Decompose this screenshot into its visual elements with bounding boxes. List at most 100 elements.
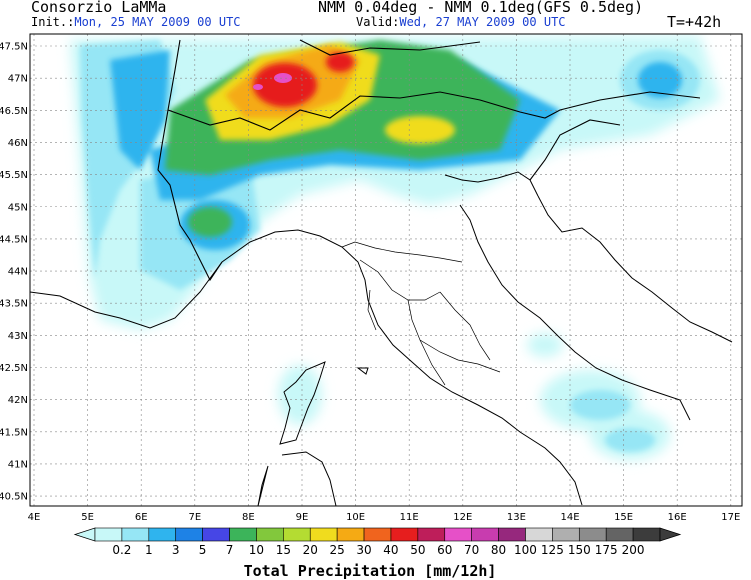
border-italy-switzerland-austria [167,91,701,131]
coast-france-liguria [30,229,583,506]
border-germany-austria [299,39,481,56]
init-time: Init.:Mon, 25 MAY 2009 00 UTC [31,15,241,29]
colorbar-swatch [363,527,392,542]
colorbar-level-label: 100 [514,543,537,557]
coast-corsica [279,361,326,445]
longitude-labels: 4E 5E 6E 7E 8E 9E 10E 11E 12E 13E 14E 15E 16E 17E [28,512,741,523]
colorbar-title: Total Precipitation [mm/12h] [244,562,497,580]
lat-label: 44N [8,267,28,278]
latitude-labels: 47.5N 47N 46.5N 46N 45.5N 45N 44.5N 44N 43.5N 43N… [0,42,28,503]
colorbar-level-label: 40 [383,543,398,557]
colorbar-swatch [417,527,446,542]
lon-label: 11E [400,512,419,523]
colorbar-swatch [552,527,580,542]
lat-label: 46N [8,138,28,149]
forecast-step: T=+42h [667,13,722,31]
lon-label: 13E [507,512,526,523]
graticule [30,34,742,506]
valid-time: Valid:Wed, 27 MAY 2009 00 UTC [356,15,566,29]
valid-value: Wed, 27 MAY 2009 00 UTC [399,15,566,29]
lat-label: 41N [8,459,28,470]
colorbar-level-label: 20 [303,543,318,557]
coast-sardinia [257,451,337,506]
lon-label: 17E [721,512,740,523]
regional-borders [341,241,501,386]
model-title: NMM 0.04deg - NMM 0.1deg(GFS 0.5deg) [318,0,644,16]
colorbar-swatch [525,527,553,542]
colorbar-swatch [283,527,311,542]
colorbar-swatch [498,527,526,542]
colorbar-swatch [632,527,661,542]
lon-label: 14E [560,512,579,523]
colorbar-swatch [336,527,365,542]
lon-label: 16E [668,512,687,523]
lat-label: 44.5N [0,234,28,245]
colorbar-level-label: 30 [356,543,371,557]
lon-label: 15E [614,512,633,523]
lon-label: 6E [135,512,148,523]
lat-label: 40.5N [0,492,28,503]
colorbar-level-label: 25 [330,543,345,557]
colorbar-level-label: 150 [568,543,591,557]
lon-label: 7E [188,512,201,523]
lat-label: 43N [8,331,28,342]
colorbar-swatch [605,527,634,542]
colorbar: 0.2 1 3 5 7 10 15 20 25 30 40 50 60 70 80 100 125 150 175 2… [73,527,682,557]
colorbar-swatch [229,527,257,542]
colorbar-swatch [175,527,203,542]
colorbar-level-label: 7 [226,543,234,557]
colorbar-swatch [309,527,338,542]
colorbar-level-label: 1 [145,543,153,557]
colorbar-level-label: 60 [437,543,452,557]
colorbar-level-label: 15 [276,543,291,557]
colorbar-level-label: 125 [541,543,564,557]
precip-very-heavy-red [253,52,354,107]
colorbar-level-label: 80 [491,543,506,557]
lat-label: 47.5N [0,42,28,53]
init-label: Init.: [31,15,75,29]
coast-adriatic-west [459,204,691,421]
colorbar-level-label: 5 [199,543,207,557]
border-slovenia [529,119,621,181]
valid-label: Valid: [356,15,400,29]
island-elba [356,367,369,375]
colorbar-swatch [444,527,472,542]
colorbar-level-label: 10 [249,543,264,557]
colorbar-min-arrow [73,527,96,542]
lat-label: 47N [8,74,28,85]
coastlines [30,171,733,506]
lon-label: 12E [453,512,472,523]
border-france-switzerland-italy [157,39,223,282]
borders [157,39,701,282]
lon-label: 8E [242,512,255,523]
colorbar-swatch [390,527,419,542]
lat-label: 46.5N [0,106,28,117]
colorbar-swatch [148,527,177,542]
lon-label: 5E [81,512,94,523]
precip-extreme [253,73,292,90]
colorbar-swatch [94,527,123,542]
coast-istria-croatia [537,195,733,343]
colorbar-swatch [202,527,230,542]
colorbar-swatch [256,527,284,542]
colorbar-swatch [578,527,607,542]
colorbar-level-label: 70 [464,543,479,557]
lat-label: 41.5N [0,427,28,438]
organization-title: Consorzio LaMMa [31,0,167,16]
colorbar-swatch [471,527,499,542]
map-frame [29,33,743,507]
lat-label: 45.5N [0,170,28,181]
lat-label: 43.5N [0,299,28,310]
lat-label: 42N [8,395,28,406]
colorbar-level-label: 0.2 [112,543,131,557]
lat-label: 45N [8,202,28,213]
lon-label: 10E [346,512,365,523]
lat-label: 42.5N [0,363,28,374]
precipitation-field [70,36,720,460]
colorbar-level-label: 175 [595,543,618,557]
lon-label: 4E [28,512,41,523]
lon-label: 9E [296,512,309,523]
colorbar-level-label: 200 [622,543,645,557]
colorbar-level-label: 3 [172,543,180,557]
